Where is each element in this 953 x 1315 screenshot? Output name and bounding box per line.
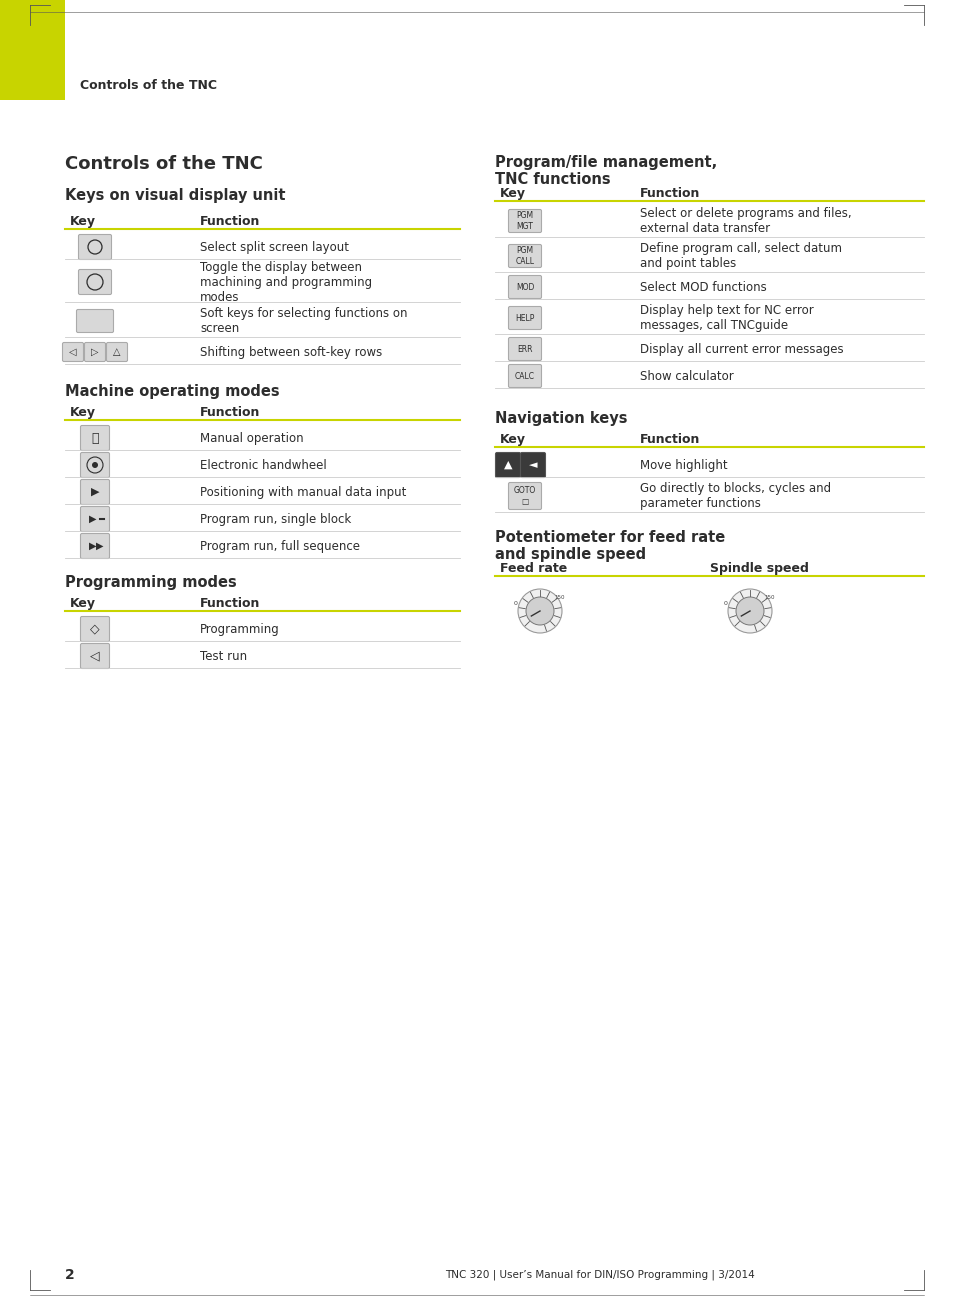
Text: Toggle the display between
machining and programming
modes: Toggle the display between machining and… — [200, 260, 372, 304]
Text: Positioning with manual data input: Positioning with manual data input — [200, 485, 406, 498]
Text: PGM
CALL: PGM CALL — [515, 246, 534, 266]
Text: Function: Function — [639, 433, 700, 446]
Text: Key: Key — [70, 214, 96, 227]
Text: GOTO
□: GOTO □ — [514, 487, 536, 506]
Text: Manual operation: Manual operation — [200, 431, 303, 444]
Circle shape — [525, 597, 554, 625]
Text: ▷: ▷ — [91, 347, 99, 356]
Circle shape — [727, 589, 771, 633]
FancyBboxPatch shape — [508, 483, 541, 509]
FancyBboxPatch shape — [508, 364, 541, 388]
Text: MOD: MOD — [516, 283, 534, 292]
Text: Programming: Programming — [200, 622, 279, 635]
Text: Define program call, select datum
and point tables: Define program call, select datum and po… — [639, 242, 841, 270]
Text: Key: Key — [70, 597, 96, 610]
Text: Navigation keys: Navigation keys — [495, 412, 627, 426]
FancyBboxPatch shape — [80, 534, 110, 559]
Circle shape — [735, 597, 763, 625]
Text: ▶: ▶ — [90, 540, 96, 551]
Text: Machine operating modes: Machine operating modes — [65, 384, 279, 398]
Text: Controls of the TNC: Controls of the TNC — [80, 79, 216, 92]
Text: Select split screen layout: Select split screen layout — [200, 241, 349, 254]
FancyBboxPatch shape — [76, 309, 113, 333]
Text: PGM
MGT: PGM MGT — [516, 212, 533, 230]
Text: Key: Key — [499, 433, 525, 446]
Text: Controls of the TNC: Controls of the TNC — [65, 155, 263, 174]
Text: ERR: ERR — [517, 345, 532, 354]
Text: Select or delete programs and files,
external data transfer: Select or delete programs and files, ext… — [639, 206, 851, 235]
FancyBboxPatch shape — [80, 506, 110, 531]
Text: Programming modes: Programming modes — [65, 575, 236, 590]
Text: Program run, single block: Program run, single block — [200, 513, 351, 526]
Text: ◁: ◁ — [70, 347, 76, 356]
Text: ▶: ▶ — [90, 514, 96, 523]
Text: TNC 320 | User’s Manual for DIN/ISO Programming | 3/2014: TNC 320 | User’s Manual for DIN/ISO Prog… — [445, 1270, 754, 1281]
Text: Show calculator: Show calculator — [639, 370, 733, 383]
Text: 0: 0 — [514, 601, 517, 605]
Text: Spindle speed: Spindle speed — [709, 562, 808, 575]
Text: Shifting between soft-key rows: Shifting between soft-key rows — [200, 346, 382, 359]
FancyBboxPatch shape — [508, 338, 541, 360]
Text: ▲: ▲ — [503, 460, 512, 469]
Text: 2: 2 — [65, 1268, 74, 1282]
Text: Function: Function — [200, 214, 260, 227]
FancyBboxPatch shape — [63, 342, 84, 362]
Circle shape — [517, 589, 561, 633]
Text: ◇: ◇ — [91, 622, 100, 635]
Text: Feed rate: Feed rate — [499, 562, 567, 575]
FancyBboxPatch shape — [520, 452, 545, 477]
Text: Soft keys for selecting functions on
screen: Soft keys for selecting functions on scr… — [200, 306, 407, 335]
Text: ▶: ▶ — [91, 487, 99, 497]
Text: Go directly to blocks, cycles and
parameter functions: Go directly to blocks, cycles and parame… — [639, 483, 830, 510]
FancyBboxPatch shape — [508, 209, 541, 233]
Text: Key: Key — [499, 187, 525, 200]
Text: Function: Function — [200, 597, 260, 610]
Text: Test run: Test run — [200, 650, 247, 663]
Text: ▶: ▶ — [96, 540, 104, 551]
Text: Select MOD functions: Select MOD functions — [639, 280, 766, 293]
Text: Electronic handwheel: Electronic handwheel — [200, 459, 327, 472]
FancyBboxPatch shape — [80, 452, 110, 477]
Text: Display all current error messages: Display all current error messages — [639, 342, 842, 355]
Text: Display help text for NC error
messages, call TNCguide: Display help text for NC error messages,… — [639, 304, 813, 331]
Text: Keys on visual display unit: Keys on visual display unit — [65, 188, 285, 203]
Text: Program run, full sequence: Program run, full sequence — [200, 539, 359, 552]
Text: Key: Key — [70, 406, 96, 419]
FancyBboxPatch shape — [78, 270, 112, 295]
FancyBboxPatch shape — [107, 342, 128, 362]
Text: 150: 150 — [554, 594, 565, 600]
FancyBboxPatch shape — [508, 245, 541, 267]
Text: Potentiometer for feed rate
and spindle speed: Potentiometer for feed rate and spindle … — [495, 530, 724, 563]
FancyBboxPatch shape — [80, 480, 110, 505]
FancyBboxPatch shape — [78, 234, 112, 259]
FancyBboxPatch shape — [80, 617, 110, 642]
FancyBboxPatch shape — [80, 426, 110, 451]
FancyBboxPatch shape — [508, 276, 541, 299]
FancyBboxPatch shape — [508, 306, 541, 330]
Text: ◁: ◁ — [91, 650, 100, 663]
Text: Program/file management,
TNC functions: Program/file management, TNC functions — [495, 155, 717, 188]
Circle shape — [91, 462, 98, 468]
Text: Function: Function — [200, 406, 260, 419]
Text: 150: 150 — [764, 594, 775, 600]
Text: 0: 0 — [723, 601, 727, 605]
Text: Function: Function — [639, 187, 700, 200]
Text: CALC: CALC — [515, 372, 535, 380]
Text: ⛹: ⛹ — [91, 431, 99, 444]
Bar — [0, 0, 65, 100]
Text: ◄: ◄ — [528, 460, 537, 469]
Text: HELP: HELP — [515, 313, 534, 322]
Text: Move highlight: Move highlight — [639, 459, 727, 472]
FancyBboxPatch shape — [495, 452, 520, 477]
Text: △: △ — [113, 347, 121, 356]
FancyBboxPatch shape — [80, 643, 110, 668]
FancyBboxPatch shape — [85, 342, 106, 362]
